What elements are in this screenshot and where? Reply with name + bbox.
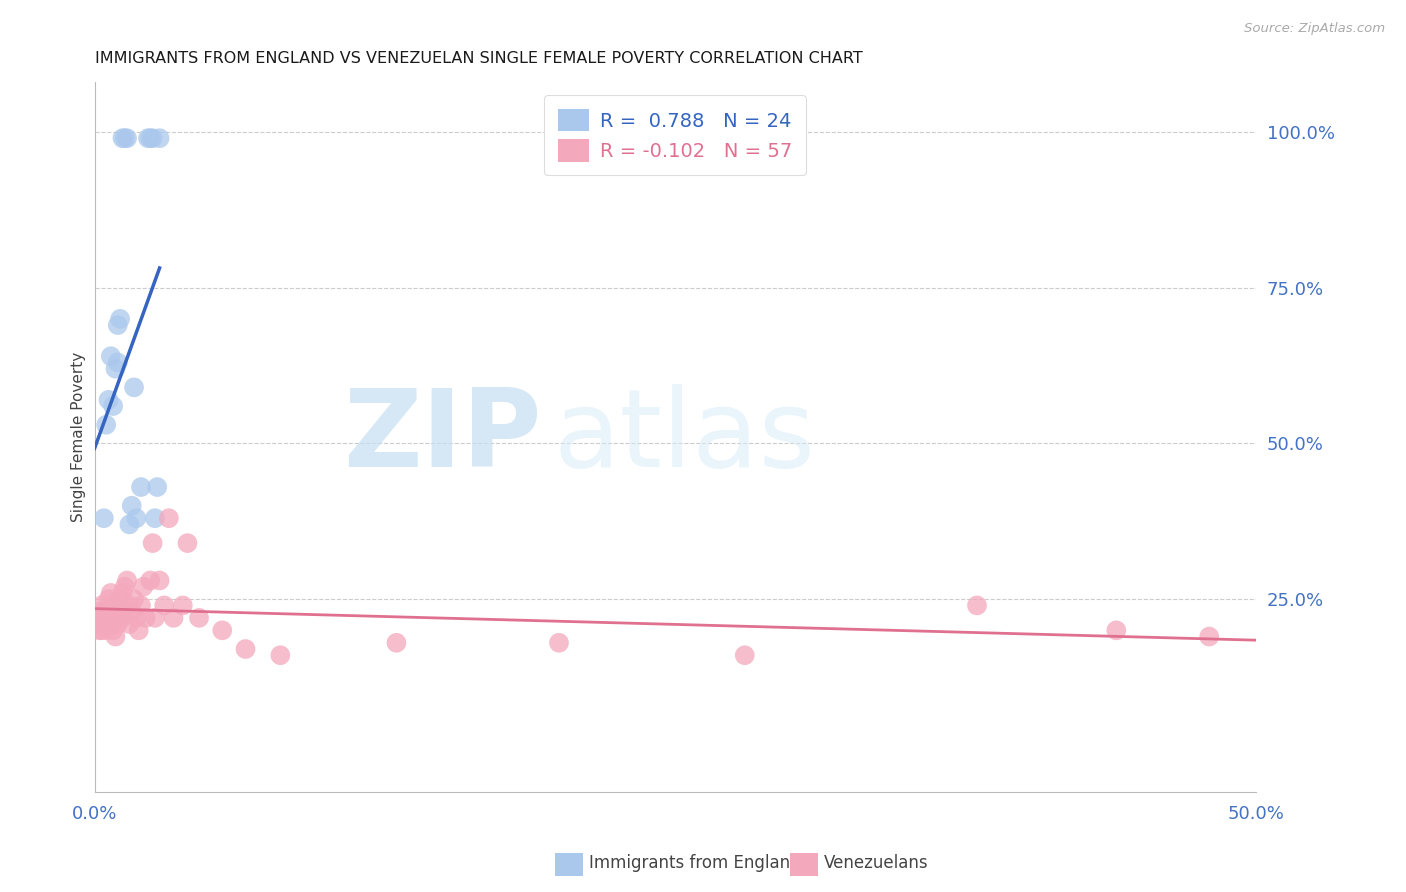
- Point: [101, 399, 124, 413]
- Point: [111, 131, 134, 145]
- Point: [89, 617, 111, 632]
- Point: [118, 517, 141, 532]
- Point: [104, 630, 127, 644]
- Point: [136, 131, 159, 145]
- Point: [132, 580, 155, 594]
- Point: [118, 599, 141, 613]
- Point: [111, 586, 134, 600]
- Point: [104, 361, 127, 376]
- Point: [142, 536, 165, 550]
- Point: [385, 636, 408, 650]
- Point: [101, 624, 124, 638]
- Point: [114, 605, 136, 619]
- Point: [108, 592, 131, 607]
- Point: [111, 611, 134, 625]
- Point: [125, 511, 148, 525]
- Point: [90, 617, 112, 632]
- Point: [114, 580, 136, 594]
- Point: [96, 611, 118, 625]
- Point: [146, 480, 169, 494]
- Text: atlas: atlas: [553, 384, 815, 491]
- Point: [97, 392, 120, 407]
- Point: [135, 611, 157, 625]
- Point: [128, 624, 150, 638]
- Point: [172, 599, 194, 613]
- Point: [129, 599, 152, 613]
- Point: [122, 592, 145, 607]
- Point: [149, 574, 172, 588]
- Point: [211, 624, 233, 638]
- Point: [176, 536, 198, 550]
- Point: [548, 636, 571, 650]
- Point: [107, 318, 129, 332]
- Point: [97, 592, 120, 607]
- Point: [96, 417, 118, 432]
- Point: [108, 611, 131, 625]
- Point: [93, 617, 115, 632]
- Text: Source: ZipAtlas.com: Source: ZipAtlas.com: [1244, 22, 1385, 36]
- Point: [115, 131, 138, 145]
- Point: [100, 611, 122, 625]
- Point: [89, 605, 111, 619]
- Point: [157, 511, 180, 525]
- Point: [143, 511, 166, 525]
- Point: [90, 624, 112, 638]
- Point: [121, 605, 143, 619]
- Point: [734, 648, 756, 663]
- Point: [129, 480, 152, 494]
- Point: [114, 131, 136, 145]
- Point: [93, 605, 115, 619]
- Point: [86, 617, 108, 632]
- Point: [269, 648, 291, 663]
- Point: [97, 605, 120, 619]
- Point: [96, 624, 118, 638]
- Point: [108, 311, 131, 326]
- Point: [86, 611, 108, 625]
- Point: [162, 611, 184, 625]
- Point: [143, 611, 166, 625]
- Point: [104, 611, 127, 625]
- Point: [100, 586, 122, 600]
- Legend: R =  0.788   N = 24, R = -0.102   N = 57: R = 0.788 N = 24, R = -0.102 N = 57: [544, 95, 806, 176]
- Point: [149, 131, 172, 145]
- Text: Venezuelans: Venezuelans: [824, 855, 928, 872]
- Point: [115, 574, 138, 588]
- Point: [90, 611, 112, 625]
- Point: [118, 617, 141, 632]
- Point: [121, 499, 143, 513]
- Point: [1198, 630, 1220, 644]
- Text: Immigrants from England: Immigrants from England: [589, 855, 801, 872]
- Y-axis label: Single Female Poverty: Single Female Poverty: [72, 352, 86, 523]
- Point: [966, 599, 988, 613]
- Point: [122, 380, 145, 394]
- Point: [235, 642, 257, 657]
- Point: [101, 599, 124, 613]
- Point: [100, 349, 122, 363]
- Point: [107, 355, 129, 369]
- Point: [107, 617, 129, 632]
- Point: [89, 624, 111, 638]
- Point: [139, 574, 162, 588]
- Point: [90, 599, 112, 613]
- Point: [142, 131, 165, 145]
- Point: [188, 611, 211, 625]
- Point: [139, 131, 162, 145]
- Point: [93, 511, 115, 525]
- Text: IMMIGRANTS FROM ENGLAND VS VENEZUELAN SINGLE FEMALE POVERTY CORRELATION CHART: IMMIGRANTS FROM ENGLAND VS VENEZUELAN SI…: [94, 51, 862, 66]
- Point: [125, 611, 148, 625]
- Text: ZIP: ZIP: [343, 384, 541, 491]
- Point: [107, 599, 129, 613]
- Point: [153, 599, 176, 613]
- Point: [1105, 624, 1128, 638]
